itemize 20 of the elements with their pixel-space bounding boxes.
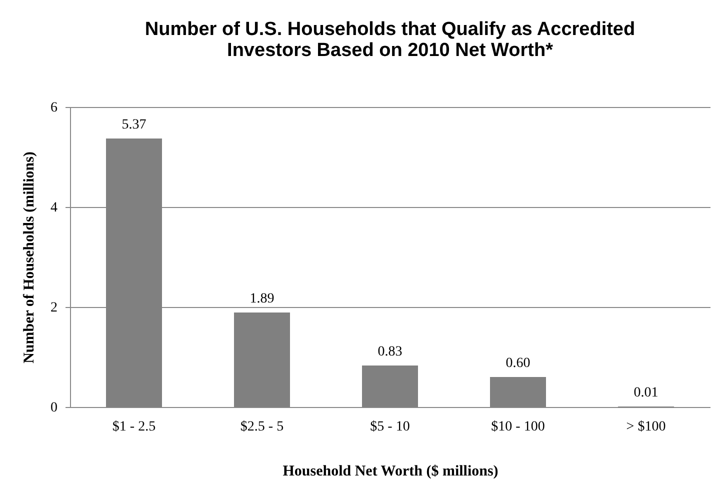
bar [234,312,290,407]
data-label: 5.37 [122,118,146,132]
x-tick-label: $1 - 2.5 [112,420,156,434]
y-tick-label: 2 [50,300,58,316]
y-tick-label: 6 [50,100,58,116]
x-axis-title: Household Net Worth ($ millions) [282,464,498,480]
y-tick-label: 4 [50,200,58,216]
x-tick-label: $10 - 100 [491,420,545,434]
chart-title: Number of U.S. Households that Qualify as Accredited Investors Based on 2010 Net Worth* [144,19,636,61]
data-label: 0.83 [378,344,402,360]
data-label: 0.60 [506,356,530,371]
x-tick-label: $5 - 10 [370,420,410,434]
y-axis-title: Number of Households (millions) [22,152,38,364]
y-tick-label: 0 [50,400,58,416]
x-tick-label: > $100 [626,420,666,434]
data-label: 1.89 [250,292,274,306]
x-tick-label: $2.5 - 5 [240,420,284,434]
data-label: 0.01 [634,386,658,400]
bar [490,377,546,407]
bar [362,366,418,407]
